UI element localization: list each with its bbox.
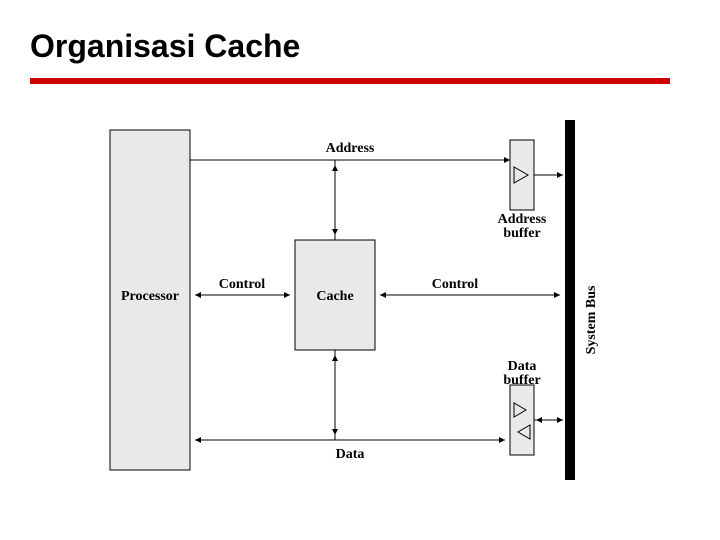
address-label: Address (326, 141, 375, 156)
data-label: Data (336, 447, 365, 462)
diagram-stage: System Bus Processor Cache Address buffe… (95, 120, 640, 480)
cache-organization-diagram: System Bus Processor Cache Address buffe… (95, 120, 640, 480)
control-left-label: Control (219, 277, 266, 292)
cache-label: Cache (316, 289, 353, 304)
system-bus-bar (565, 120, 575, 480)
address-buffer-label-1: Address (498, 212, 547, 227)
data-buffer-label-2: buffer (503, 373, 540, 388)
title-underline (30, 78, 670, 84)
control-right-label: Control (432, 277, 479, 292)
system-bus-label: System Bus (584, 285, 599, 354)
data-buffer-box (510, 385, 534, 455)
address-buffer-label-2: buffer (503, 226, 540, 241)
page-title: Organisasi Cache (30, 28, 300, 65)
data-buffer-label-1: Data (508, 359, 537, 374)
processor-label: Processor (121, 289, 179, 304)
